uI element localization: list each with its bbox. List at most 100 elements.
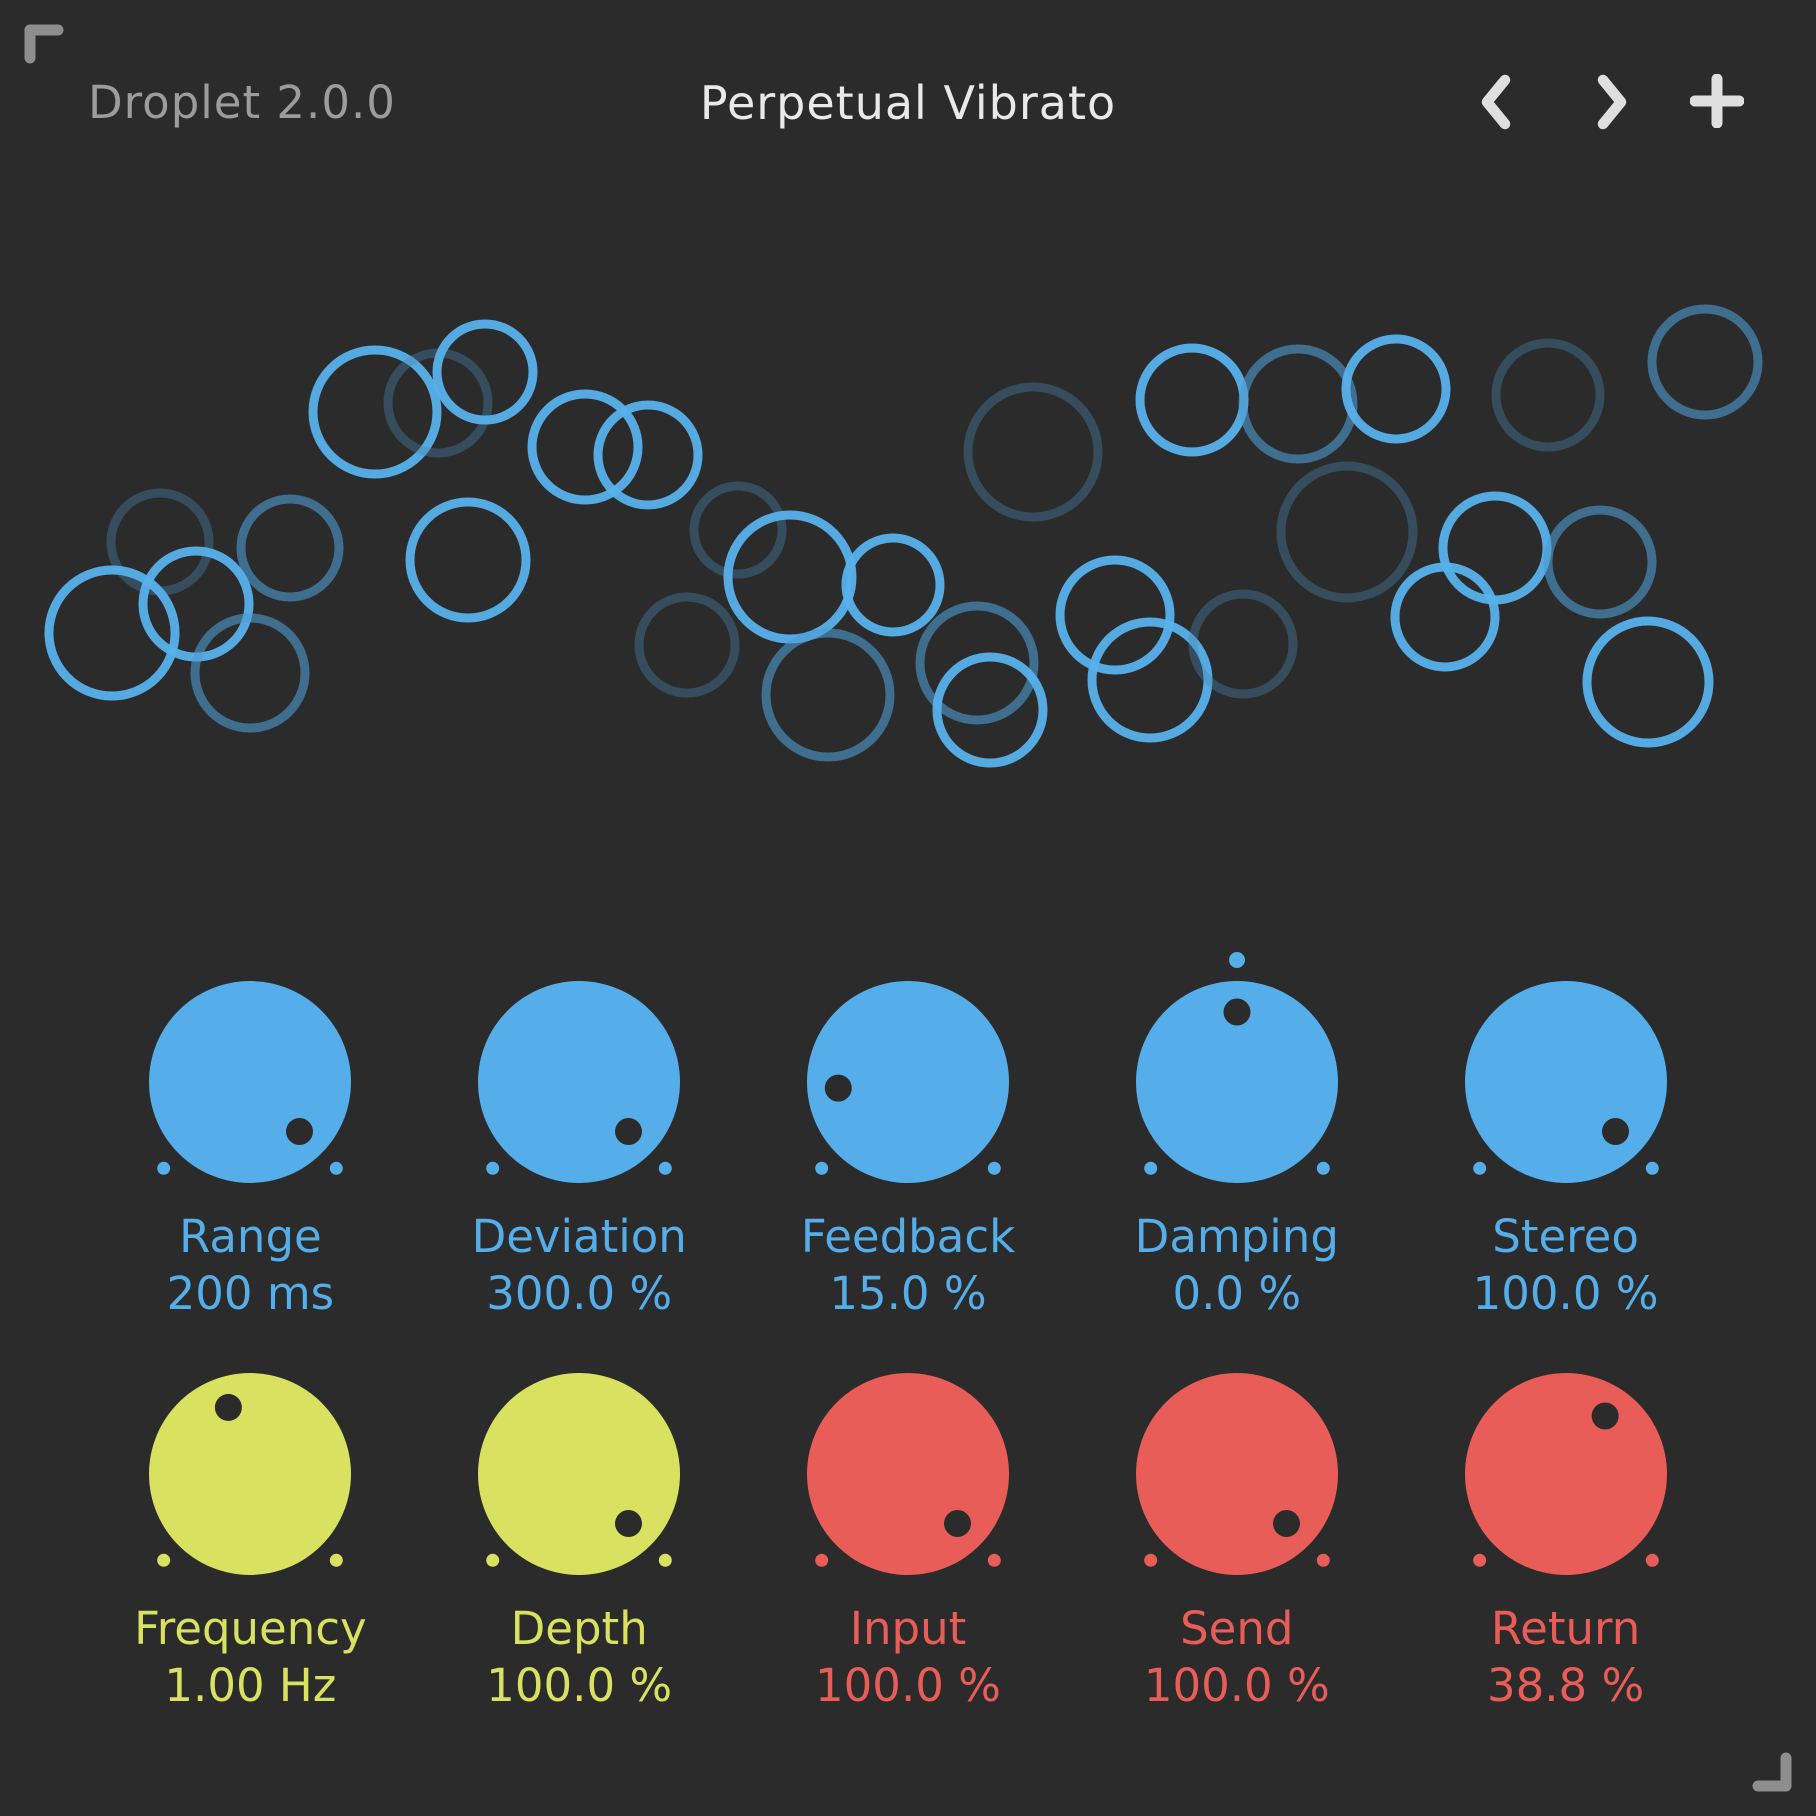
knob-value: 300.0 % — [486, 1267, 673, 1320]
bubble-ring — [308, 345, 442, 479]
knob-value: 100.0 % — [815, 1659, 1001, 1712]
knob-label: Send — [1180, 1602, 1294, 1655]
knob-label: Return — [1490, 1602, 1641, 1655]
bubble-ring — [915, 601, 1039, 725]
send-knob[interactable] — [1102, 1344, 1372, 1604]
knob-value: 100.0 % — [1472, 1267, 1659, 1320]
bubble-ring — [723, 510, 857, 644]
knob-min-stop-dot — [486, 1161, 500, 1175]
previous-preset-button[interactable] — [1475, 70, 1517, 134]
depth-knob[interactable] — [444, 1344, 714, 1604]
bubble-ring — [1341, 334, 1451, 444]
knob-max-stop-dot — [987, 1161, 1001, 1175]
knob-body — [806, 981, 1009, 1183]
bubble-ring — [841, 533, 945, 637]
knob-body — [1464, 1373, 1667, 1575]
knob-min-stop-dot — [1472, 1553, 1486, 1567]
bubble-ring — [190, 613, 310, 733]
knob-max-stop-dot — [330, 1161, 344, 1175]
knob-value: 1.00 Hz — [164, 1659, 337, 1712]
knob-cell-deviation: Deviation 300.0 % — [415, 952, 744, 1322]
knob-cell-range: Range 200 ms — [86, 952, 415, 1322]
resize-corner-bottom-right-icon[interactable] — [1734, 1734, 1794, 1794]
knob-min-stop-dot — [1143, 1553, 1157, 1567]
preset-title[interactable]: Perpetual Vibrato — [699, 76, 1117, 130]
bubble-ring — [1276, 461, 1418, 603]
app-version-label: Droplet 2.0.0 — [88, 76, 396, 129]
knob-row-secondary: Frequency 1.00 Hz Depth 100.0 % Input 100.0 %… — [0, 1344, 1816, 1714]
knob-max-stop-dot — [987, 1553, 1001, 1567]
bubble-ring — [1087, 617, 1213, 743]
bubble-ring — [1188, 589, 1298, 699]
knob-min-stop-dot — [1472, 1161, 1486, 1175]
knob-label: Range — [179, 1210, 322, 1263]
bubble-ring — [1647, 304, 1763, 420]
knob-cell-feedback: Feedback 15.0 % — [744, 952, 1073, 1322]
bubble-ring — [932, 652, 1048, 768]
bubble-ring — [1582, 616, 1714, 748]
return-knob[interactable] — [1431, 1344, 1701, 1604]
knob-label: Damping — [1134, 1210, 1339, 1263]
bubble-ring — [1055, 555, 1175, 675]
knob-max-stop-dot — [658, 1161, 672, 1175]
bubble-ring — [1135, 343, 1249, 457]
bubble-ring — [1491, 338, 1605, 452]
bubble-ring — [689, 481, 787, 579]
knob-label: Feedback — [800, 1210, 1016, 1263]
knob-row-primary: Range 200 ms Deviation 300.0 % Feedback 15.0 … — [0, 952, 1816, 1322]
add-preset-button[interactable] — [1686, 70, 1748, 132]
knob-max-stop-dot — [658, 1553, 672, 1567]
knob-pointer-dot — [1591, 1402, 1619, 1430]
knob-value: 100.0 % — [1143, 1659, 1330, 1712]
knob-body — [149, 981, 352, 1183]
knob-pointer-dot — [286, 1117, 314, 1145]
chevron-right-icon — [1597, 74, 1627, 130]
bubble-ring — [138, 546, 254, 662]
knob-pointer-dot — [943, 1509, 971, 1537]
knob-cell-damping: Damping 0.0 % — [1072, 952, 1401, 1322]
knob-min-stop-dot — [157, 1553, 171, 1567]
knob-max-stop-dot — [1645, 1161, 1659, 1175]
knob-cell-depth: Depth 100.0 % — [415, 1344, 744, 1714]
input-knob[interactable] — [773, 1344, 1043, 1604]
knob-body — [806, 1373, 1009, 1575]
knob-value: 100.0 % — [486, 1659, 673, 1712]
knob-pointer-dot — [1601, 1117, 1629, 1145]
bubble-ring — [593, 400, 703, 510]
knob-body — [149, 1373, 352, 1575]
knob-body — [478, 1373, 681, 1575]
deviation-knob[interactable] — [444, 952, 714, 1212]
bubble-ring — [634, 592, 740, 698]
knob-label: Frequency — [134, 1602, 367, 1655]
knob-label: Stereo — [1492, 1210, 1639, 1263]
knob-center-marker-dot — [1228, 952, 1245, 968]
knob-min-stop-dot — [157, 1161, 171, 1175]
knob-max-stop-dot — [330, 1553, 344, 1567]
knob-pointer-dot — [824, 1074, 852, 1102]
knob-body — [478, 981, 681, 1183]
knob-max-stop-dot — [1316, 1553, 1330, 1567]
knob-max-stop-dot — [1316, 1161, 1330, 1175]
resize-corner-top-left-icon[interactable] — [22, 22, 82, 82]
knob-pointer-dot — [1272, 1509, 1300, 1537]
feedback-knob[interactable] — [773, 952, 1043, 1212]
bubble-ring — [1390, 562, 1500, 672]
frequency-knob[interactable] — [115, 1344, 385, 1604]
bubble-ring — [963, 382, 1103, 522]
bubble-ring — [44, 565, 180, 701]
damping-knob[interactable] — [1102, 952, 1372, 1212]
knob-pointer-dot — [215, 1393, 243, 1421]
knob-body — [1135, 1373, 1338, 1575]
range-knob[interactable] — [115, 952, 385, 1212]
knob-body — [1135, 981, 1338, 1183]
knob-min-stop-dot — [1143, 1161, 1157, 1175]
knob-value: 15.0 % — [829, 1267, 987, 1320]
plus-icon — [1690, 74, 1744, 128]
knob-label: Depth — [510, 1602, 648, 1655]
stereo-knob[interactable] — [1431, 952, 1701, 1212]
bubble-ring — [1438, 491, 1552, 605]
next-preset-button[interactable] — [1591, 70, 1633, 134]
knob-value: 200 ms — [166, 1267, 335, 1320]
knob-min-stop-dot — [486, 1553, 500, 1567]
